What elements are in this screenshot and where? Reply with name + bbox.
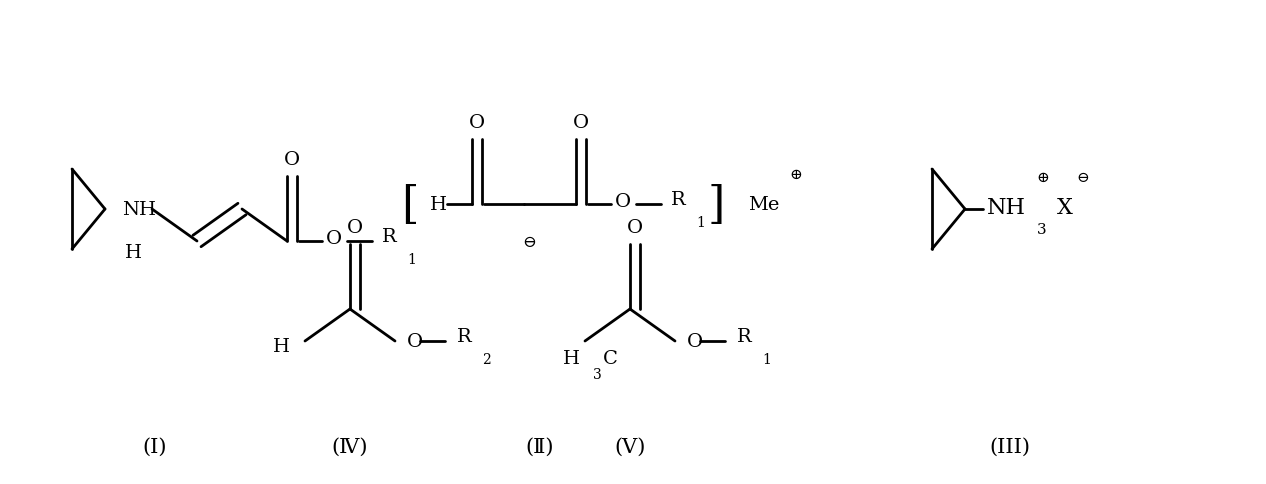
Text: (Ⅳ): (Ⅳ) (332, 437, 368, 455)
Text: ⊕: ⊕ (1037, 171, 1050, 184)
Text: 3: 3 (1037, 223, 1047, 237)
Text: (Ⅴ): (Ⅴ) (614, 437, 646, 455)
Text: X: X (1057, 197, 1072, 219)
Text: O: O (468, 114, 485, 132)
Text: O: O (687, 333, 703, 350)
Text: 1: 1 (696, 215, 705, 229)
Text: (III): (III) (990, 437, 1031, 455)
Text: O: O (615, 193, 630, 211)
Text: H: H (563, 349, 580, 367)
Text: R: R (382, 227, 396, 245)
Text: (Ⅰ): (Ⅰ) (143, 437, 167, 455)
Text: (Ⅱ): (Ⅱ) (525, 437, 555, 455)
Text: H: H (125, 243, 142, 261)
Text: H: H (273, 337, 290, 355)
Text: R: R (737, 327, 752, 345)
Text: NH: NH (987, 197, 1025, 219)
Text: O: O (406, 333, 423, 350)
Text: R: R (671, 191, 686, 209)
Text: R: R (457, 327, 472, 345)
Text: O: O (325, 229, 342, 247)
Text: NH: NH (122, 200, 156, 219)
Text: C: C (603, 349, 618, 367)
Text: ⊖: ⊖ (522, 234, 536, 251)
Text: O: O (284, 151, 300, 168)
Text: 3: 3 (592, 367, 601, 381)
Text: ⊖: ⊖ (1076, 171, 1089, 184)
Text: [: [ (401, 183, 419, 226)
Text: H: H (430, 196, 447, 213)
Text: O: O (627, 219, 643, 237)
Text: ]: ] (708, 183, 724, 226)
Text: Me: Me (748, 196, 780, 213)
Text: 1: 1 (762, 352, 771, 366)
Text: O: O (573, 114, 589, 132)
Text: 2: 2 (482, 352, 491, 366)
Text: O: O (347, 219, 363, 237)
Text: 1: 1 (406, 253, 415, 267)
Text: ⊕: ⊕ (790, 167, 803, 182)
